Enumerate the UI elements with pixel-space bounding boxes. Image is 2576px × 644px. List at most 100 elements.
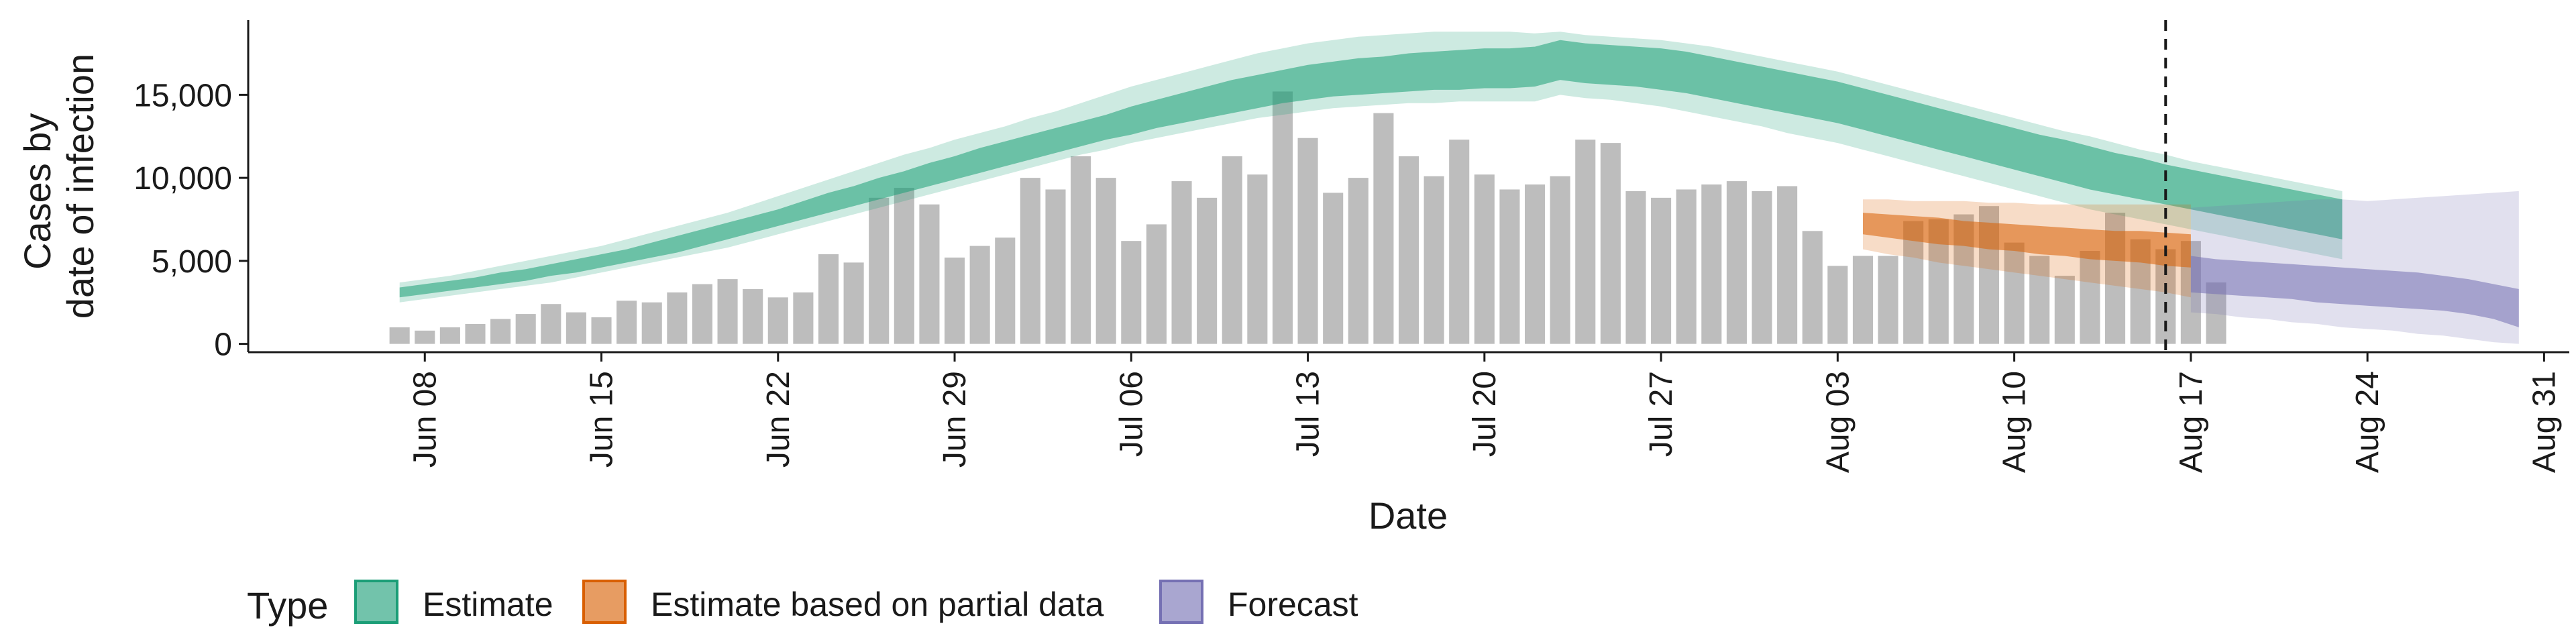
legend-label-estimate: Estimate <box>423 586 553 623</box>
case-bar <box>919 204 940 344</box>
case-bar <box>1424 176 1444 344</box>
case-bar <box>1550 176 1570 344</box>
case-bar <box>616 301 637 344</box>
legend: Type Estimate Estimate based on partial d… <box>247 580 1358 627</box>
case-bar <box>692 284 712 344</box>
x-tick-label: Jul 20 <box>1467 371 1503 457</box>
case-bar <box>1272 91 1293 344</box>
legend-key-partial <box>582 580 627 624</box>
case-bar <box>1752 191 1772 344</box>
case-bar <box>415 330 435 344</box>
legend-title: Type <box>247 584 328 627</box>
case-bar <box>1348 178 1368 344</box>
case-bar <box>439 327 460 344</box>
case-bar <box>1878 256 1898 344</box>
case-bar <box>945 257 965 344</box>
x-tick-label: Jul 27 <box>1644 371 1679 457</box>
legend-items: Estimate Estimate based on partial data Fo… <box>354 580 1358 624</box>
x-tick-label: Jun 29 <box>937 371 973 468</box>
legend-key-estimate <box>354 580 398 624</box>
case-bar <box>1701 184 1722 344</box>
case-bar <box>1575 140 1596 344</box>
case-bar <box>1247 174 1268 344</box>
case-bar <box>2080 251 2100 344</box>
x-tick-label: Aug 10 <box>1997 371 2033 473</box>
case-bar <box>1095 178 1116 344</box>
case-bar <box>1474 174 1495 344</box>
case-bar <box>1020 178 1040 344</box>
case-bar <box>2029 256 2050 344</box>
case-bar <box>894 187 914 344</box>
x-tick-label: Aug 03 <box>1820 371 1856 473</box>
case-bar <box>1045 189 1066 344</box>
case-bar <box>1197 197 1218 344</box>
case-bar <box>1499 189 1520 344</box>
x-tick-label: Aug 24 <box>2350 371 2385 473</box>
case-bar <box>969 246 990 344</box>
case-bar <box>793 292 814 344</box>
axes-layer: 0 5,000 10,000 15,000 Jun 08 Jun 15 Jun 22 Jun … <box>133 20 2569 473</box>
case-bar <box>717 279 738 344</box>
case-bar <box>2004 242 2025 344</box>
y-tick-label: 15,000 <box>133 78 232 113</box>
case-bar <box>1777 186 1798 344</box>
case-bar <box>389 327 410 344</box>
legend-label-partial: Estimate based on partial data <box>651 586 1104 623</box>
forecast-band-50 <box>2190 256 2519 327</box>
case-bar <box>1071 156 1091 344</box>
case-bar <box>667 292 688 344</box>
case-bar <box>1297 138 1318 344</box>
x-tick-label: Jun 15 <box>584 371 620 468</box>
case-bar <box>1373 113 1394 344</box>
case-bar <box>1146 224 1167 344</box>
case-bar <box>1827 266 1848 344</box>
case-bar <box>566 312 586 344</box>
estimate-band-50 <box>399 40 2343 298</box>
y-tick-label: 5,000 <box>152 244 232 280</box>
case-bar <box>1625 191 1646 344</box>
case-bar <box>1323 193 1344 344</box>
x-tick-label: Jul 13 <box>1291 371 1326 457</box>
bars-layer <box>389 91 2226 344</box>
y-axis-title-line-1: Cases by <box>16 113 58 270</box>
y-axis-title: Cases by date of infection <box>16 54 101 319</box>
case-bar <box>465 323 486 344</box>
case-bar <box>1525 184 1546 344</box>
case-bar <box>1651 197 1672 344</box>
case-bar <box>1600 143 1621 344</box>
case-bar <box>515 314 536 344</box>
legend-key-forecast <box>1159 580 1203 624</box>
x-tick-label: Jul 06 <box>1114 371 1149 457</box>
case-bar <box>1726 181 1747 344</box>
y-axis-title-line-2: date of infection <box>59 54 101 319</box>
case-bar <box>490 319 511 344</box>
case-bar <box>1852 256 1873 344</box>
bands-layer <box>399 32 2519 344</box>
case-bar <box>743 288 763 344</box>
case-bar <box>1449 140 1470 344</box>
case-bar <box>1121 241 1142 344</box>
case-bar <box>591 317 612 344</box>
case-bar <box>2054 276 2075 344</box>
x-tick-label: Aug 17 <box>2174 371 2209 473</box>
case-bar <box>869 197 890 344</box>
y-tick-label: 0 <box>214 327 232 363</box>
case-bar <box>1171 181 1192 344</box>
case-bar <box>818 254 839 344</box>
x-tick-label: Jun 08 <box>407 371 443 468</box>
case-bar <box>1398 156 1419 344</box>
partial-band-50 <box>1863 213 2191 268</box>
legend-label-forecast: Forecast <box>1228 586 1358 623</box>
case-bar <box>767 297 788 344</box>
case-bar <box>1222 156 1242 344</box>
x-tick-label: Aug 31 <box>2526 371 2562 473</box>
y-tick-label: 10,000 <box>133 161 232 197</box>
x-tick-label: Jun 22 <box>761 371 796 468</box>
case-bar <box>1802 231 1823 344</box>
case-bar <box>1676 189 1697 344</box>
case-bar <box>995 237 1016 344</box>
case-bar <box>541 304 561 344</box>
case-bar <box>641 302 662 344</box>
x-axis-title: Date <box>1368 494 1448 537</box>
